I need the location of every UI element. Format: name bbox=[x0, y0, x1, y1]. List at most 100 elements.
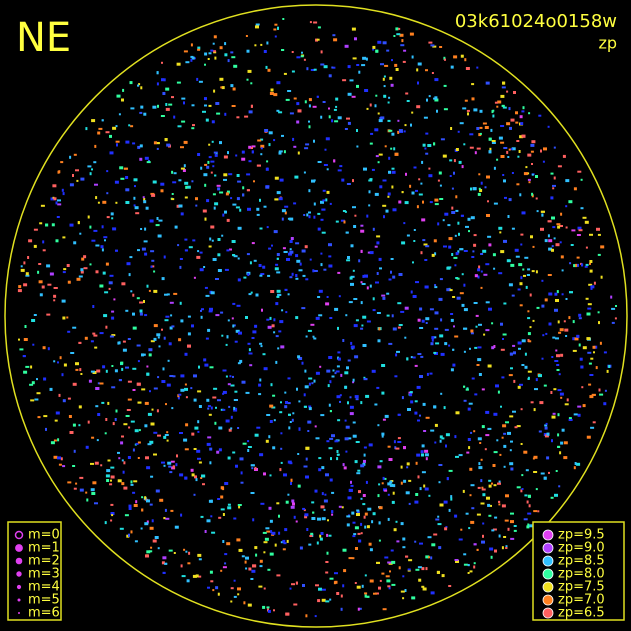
star-dot bbox=[516, 183, 520, 186]
star-dot bbox=[212, 165, 215, 168]
star-dot bbox=[196, 449, 201, 453]
star-dot bbox=[295, 242, 300, 245]
star-dot bbox=[372, 227, 375, 231]
star-dot bbox=[347, 256, 350, 259]
star-dot bbox=[462, 489, 465, 493]
star-dot bbox=[461, 303, 465, 307]
star-dot bbox=[198, 461, 202, 464]
star-dot bbox=[106, 216, 110, 219]
star-dot bbox=[542, 334, 545, 337]
star-dot bbox=[313, 379, 316, 383]
star-dot bbox=[219, 77, 224, 81]
star-dot bbox=[383, 94, 387, 98]
star-dot bbox=[83, 255, 87, 259]
star-dot bbox=[152, 105, 157, 109]
star-dot bbox=[478, 373, 482, 376]
star-dot bbox=[301, 51, 303, 54]
star-dot bbox=[356, 472, 361, 475]
star-dot bbox=[94, 183, 98, 186]
star-dot bbox=[107, 459, 111, 462]
star-dot bbox=[322, 101, 326, 103]
star-dot bbox=[501, 504, 506, 508]
star-dot bbox=[233, 409, 238, 412]
star-dot bbox=[228, 428, 232, 432]
star-dot bbox=[496, 158, 499, 161]
star-dot bbox=[540, 472, 545, 475]
star-dot bbox=[362, 503, 366, 506]
star-dot bbox=[576, 334, 580, 338]
star-dot bbox=[279, 411, 283, 414]
star-dot bbox=[302, 274, 306, 277]
star-dot bbox=[565, 226, 568, 229]
star-dot bbox=[109, 274, 114, 277]
star-dot bbox=[106, 469, 111, 473]
star-dot bbox=[220, 508, 225, 511]
star-dot bbox=[393, 484, 396, 488]
star-dot bbox=[388, 278, 392, 281]
star-dot bbox=[203, 173, 208, 177]
star-dot bbox=[439, 503, 444, 507]
star-dot bbox=[592, 421, 596, 424]
star-dot bbox=[263, 472, 266, 476]
star-dot bbox=[146, 466, 151, 470]
star-dot bbox=[156, 71, 159, 75]
star-dot bbox=[344, 210, 347, 213]
star-dot bbox=[305, 446, 310, 450]
star-dot bbox=[143, 200, 147, 204]
star-dot bbox=[467, 407, 471, 411]
star-dot bbox=[352, 421, 356, 424]
star-dot bbox=[349, 276, 353, 280]
star-dot bbox=[174, 525, 179, 529]
star-dot bbox=[162, 367, 165, 371]
star-dot bbox=[211, 140, 214, 143]
star-dot bbox=[504, 196, 507, 199]
star-dot bbox=[128, 124, 131, 127]
star-dot bbox=[180, 374, 185, 378]
star-dot bbox=[187, 315, 191, 318]
star-dot bbox=[268, 506, 272, 510]
star-dot bbox=[603, 402, 607, 406]
star-dot bbox=[96, 369, 101, 373]
star-dot bbox=[455, 148, 459, 151]
star-dot bbox=[179, 301, 182, 305]
star-dot bbox=[78, 405, 82, 409]
star-dot bbox=[338, 505, 342, 508]
star-dot bbox=[137, 360, 140, 363]
star-dot bbox=[307, 430, 310, 432]
star-dot bbox=[269, 552, 274, 556]
star-dot bbox=[526, 525, 530, 529]
star-dot bbox=[25, 365, 30, 368]
star-dot bbox=[299, 262, 302, 266]
star-dot bbox=[260, 144, 265, 148]
star-dot bbox=[402, 546, 406, 549]
star-dot bbox=[93, 229, 98, 232]
star-dot bbox=[475, 325, 478, 328]
star-dot bbox=[202, 209, 207, 213]
star-dot bbox=[231, 240, 236, 243]
star-dot bbox=[171, 193, 174, 195]
star-dot bbox=[524, 352, 527, 356]
star-dot bbox=[250, 82, 253, 85]
star-dot bbox=[458, 538, 463, 541]
star-dot bbox=[25, 272, 29, 276]
star-dot bbox=[488, 514, 492, 517]
star-dot bbox=[320, 115, 323, 119]
star-dot bbox=[363, 459, 366, 463]
star-dot bbox=[377, 494, 380, 498]
star-dot bbox=[415, 281, 419, 284]
star-dot bbox=[151, 193, 156, 197]
star-dot bbox=[179, 432, 183, 434]
star-dot bbox=[494, 516, 498, 519]
star-dot bbox=[123, 461, 126, 465]
star-dot bbox=[411, 111, 414, 114]
star-dot bbox=[260, 153, 263, 156]
star-dot bbox=[500, 322, 503, 326]
star-dot bbox=[541, 304, 545, 308]
star-dot bbox=[302, 584, 305, 587]
star-dot bbox=[111, 386, 116, 389]
star-dot bbox=[244, 115, 249, 118]
star-dot bbox=[242, 193, 245, 197]
star-dot bbox=[508, 107, 511, 111]
star-dot bbox=[424, 453, 429, 457]
star-dot bbox=[230, 415, 233, 419]
